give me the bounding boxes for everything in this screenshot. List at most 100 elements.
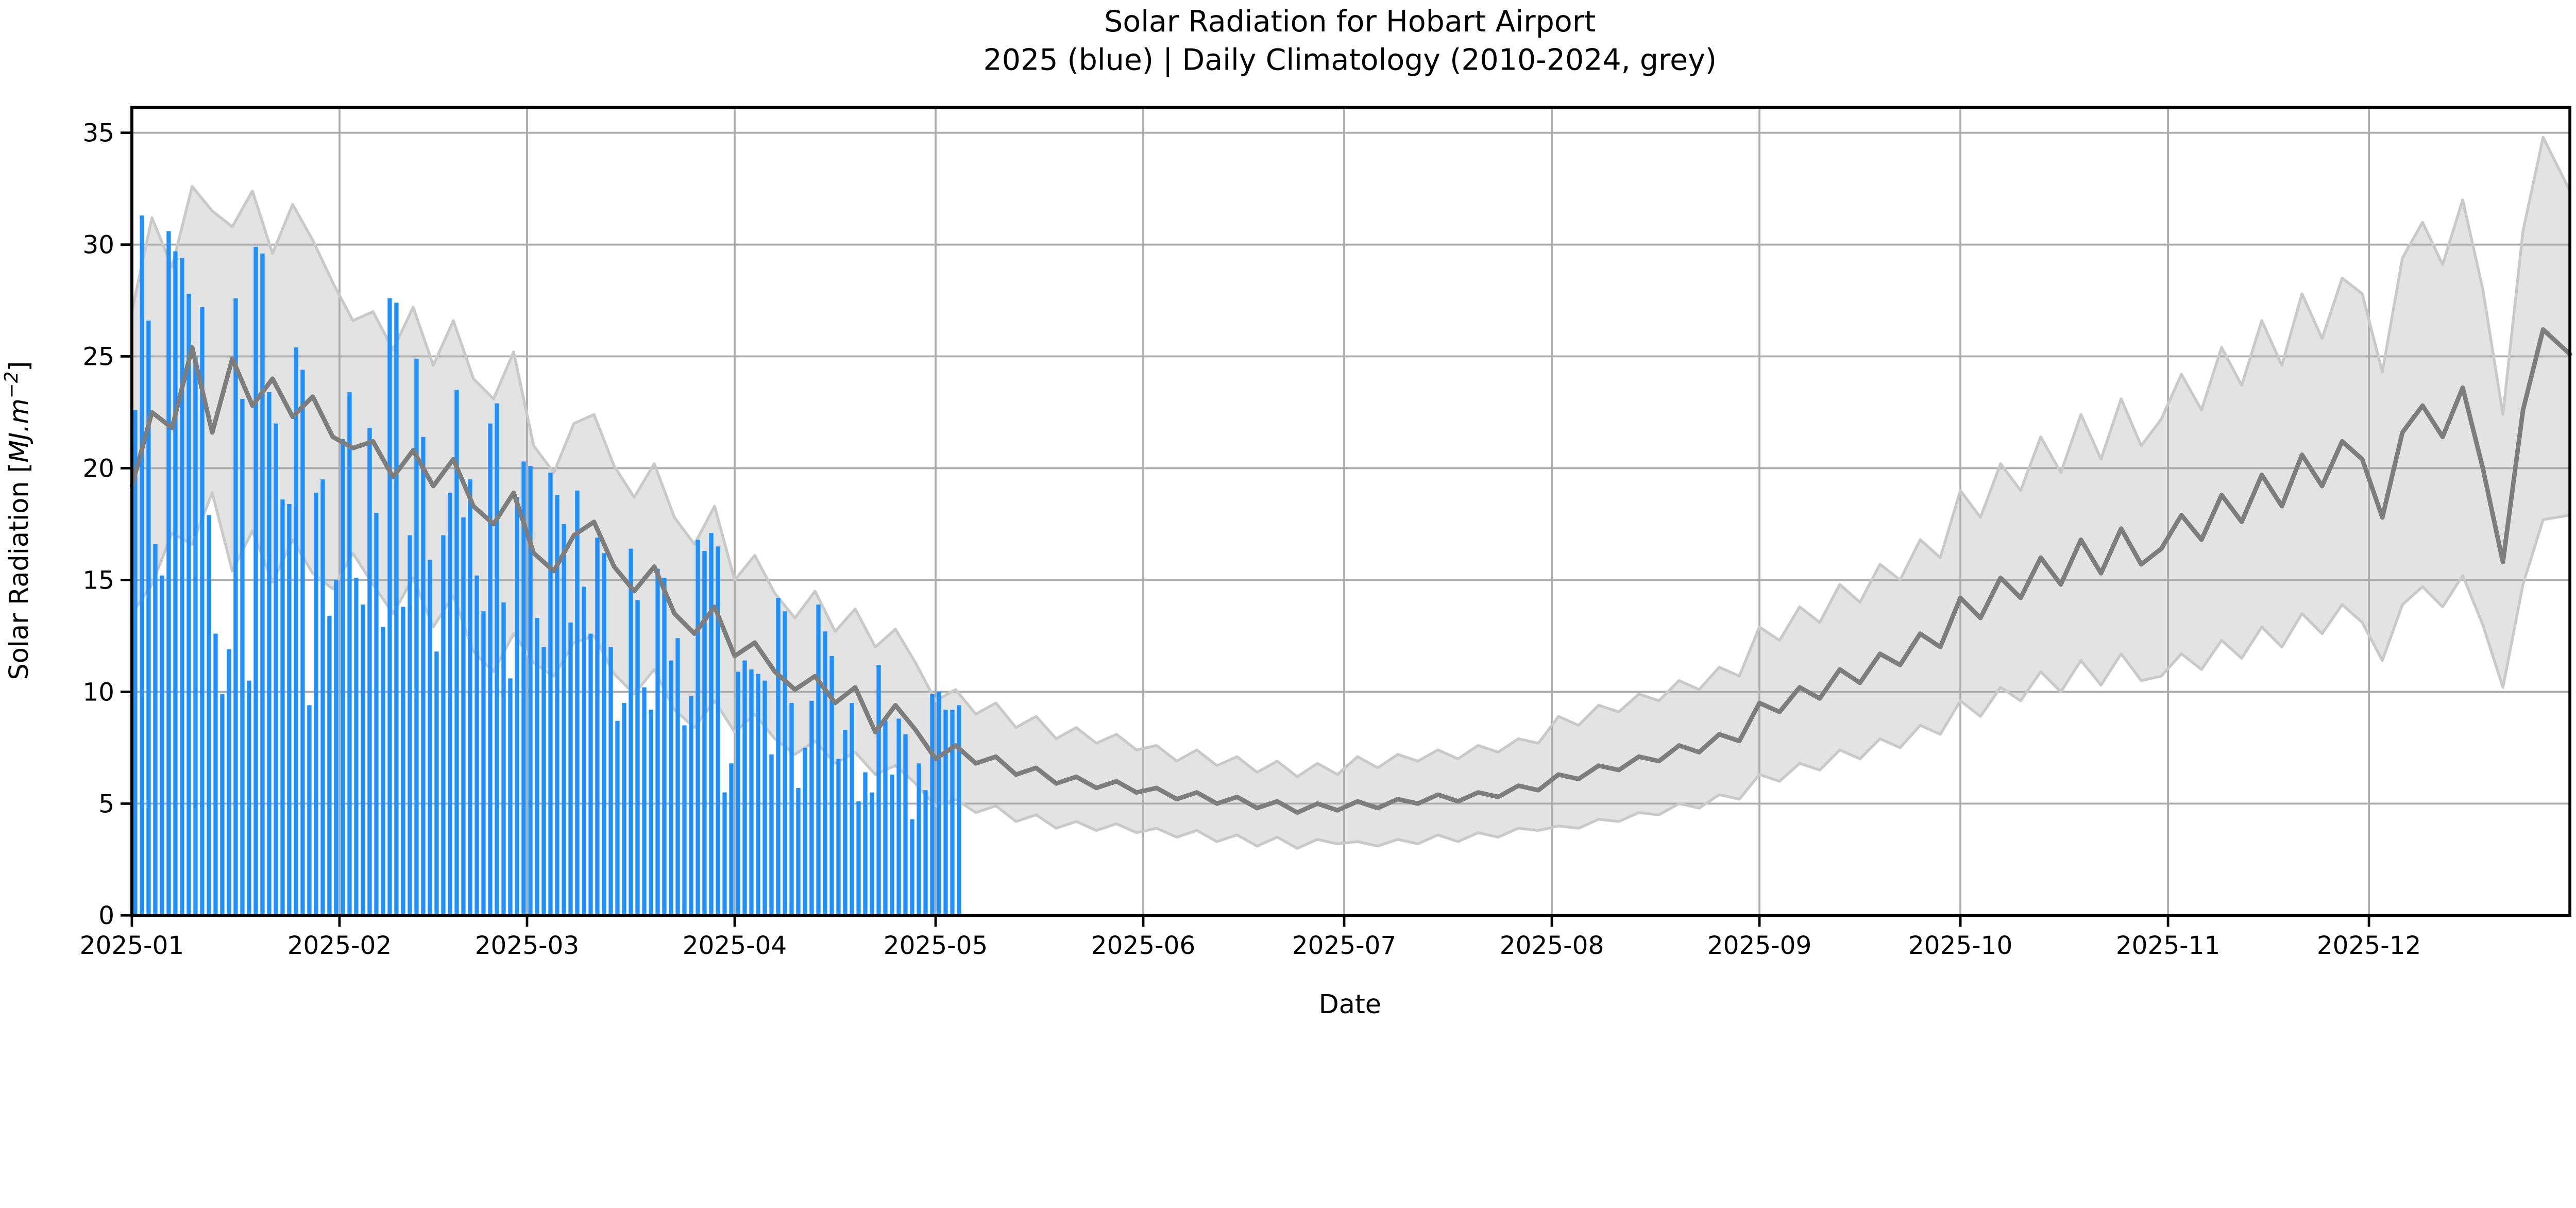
bar-2025-daily [334,580,338,916]
bar-2025-daily [562,524,566,916]
chart-title: Solar Radiation for Hobart Airport [1104,5,1596,39]
bar-2025-daily [662,578,667,916]
y-axis-label-suffix: ] [4,361,34,372]
bar-2025-daily [495,403,499,916]
bar-2025-daily [716,546,720,916]
y-axis-label-superscript: −2 [1,372,22,398]
bar-2025-daily [207,515,211,916]
bar-2025-daily [341,439,345,916]
bar-2025-daily [736,672,740,916]
bar-2025-daily [555,495,560,916]
bar-2025-daily [381,627,385,916]
bar-2025-daily [910,819,914,916]
bar-2025-daily [233,298,238,916]
bar-2025-daily [776,598,781,916]
y-tick-label: 30 [82,231,114,260]
x-tick-label: 2025-03 [475,931,580,960]
bar-2025-daily [669,660,673,916]
bar-2025-daily [870,792,874,916]
bar-2025-daily [595,537,600,916]
bar-2025-daily [227,649,231,916]
bar-2025-daily [508,678,513,916]
bar-2025-daily [588,633,593,916]
bar-2025-daily [608,647,613,916]
chart-subtitle: 2025 (blue) | Daily Climatology (2010-20… [984,43,1717,77]
bar-2025-daily [528,466,533,916]
bar-2025-daily [749,669,754,916]
bar-2025-daily [307,705,312,916]
x-tick-label: 2025-10 [1908,931,2013,960]
bar-2025-daily [501,602,506,916]
bar-2025-daily [622,703,626,916]
bar-2025-daily [863,772,868,916]
bar-2025-daily [421,437,426,916]
bar-2025-daily [843,730,848,916]
bar-2025-daily [153,544,158,916]
bar-2025-daily [166,231,171,916]
bar-2025-daily [950,710,955,916]
bar-2025-daily [515,497,519,916]
bar-2025-daily [461,517,466,916]
bar-2025-daily [414,358,419,916]
bar-2025-daily [568,622,573,916]
bar-2025-daily [387,298,392,916]
bar-2025-daily [200,307,205,916]
x-tick-label: 2025-06 [1091,931,1196,960]
bar-2025-daily [367,428,372,916]
bar-2025-daily [856,801,861,916]
bar-2025-daily [729,763,734,916]
bar-2025-daily [253,246,258,916]
bar-2025-daily [133,410,138,916]
x-tick-label: 2025-05 [884,931,988,960]
bar-2025-daily [642,687,647,916]
solar-radiation-chart: 2025-01 2025-02 2025-03 2025-04 2025-05 2025-… [1,5,2572,1020]
bar-2025-daily [454,390,459,916]
bar-2025-daily [829,656,834,916]
bar-2025-daily [474,575,479,916]
bar-2025-daily [890,774,894,916]
axes-frame [130,106,2572,917]
bar-2025-daily [702,551,707,916]
bar-2025-daily [756,674,760,916]
climatology-mean-line [129,327,2572,815]
bar-2025-daily [488,423,493,916]
bar-2025-daily [696,540,700,916]
bar-2025-daily [287,504,292,916]
bar-2025-daily [796,787,801,916]
bar-2025-daily [434,651,439,916]
bar-2025-daily [267,392,272,916]
bar-2025-daily [615,720,620,916]
bar-2025-daily [160,575,164,916]
bar-2025-daily [280,499,285,916]
bar-2025-daily [541,647,546,916]
bar-2025-daily [240,398,245,916]
bar-2025-daily [140,215,144,916]
y-tick-label: 20 [82,454,114,483]
x-axis-label: Date [1319,989,1382,1019]
bar-2025-daily [675,638,680,916]
y-tick-label: 35 [82,119,114,148]
x-tick-label: 2025-12 [2317,931,2421,960]
bar-2025-daily [602,553,606,916]
bar-2025-daily [682,725,687,916]
bar-2025-daily [468,479,472,916]
bar-2025-daily [481,611,486,916]
bar-2025-daily [213,633,218,916]
bar-2025-daily [548,473,553,916]
bar-2025-daily [314,493,318,916]
bar-2025-daily [903,734,908,916]
bar-2025-daily [260,253,265,916]
bar-2025-daily [582,586,586,916]
bar-2025-daily [193,356,198,916]
bar-2025-daily [689,696,693,916]
y-axis-label-math: MJ.m [4,398,34,463]
plot-area: 2025-01 2025-02 2025-03 2025-04 2025-05 2025-… [80,106,2572,960]
bar-2025-daily [401,607,405,916]
bar-2025-daily [361,605,365,916]
bar-2025-daily [535,618,539,916]
y-tick-label: 25 [82,342,114,371]
bar-2025-daily [428,560,432,916]
bar-2025-daily [347,392,352,916]
bar-2025-daily [649,710,653,916]
x-tick-label: 2025-01 [80,931,184,960]
